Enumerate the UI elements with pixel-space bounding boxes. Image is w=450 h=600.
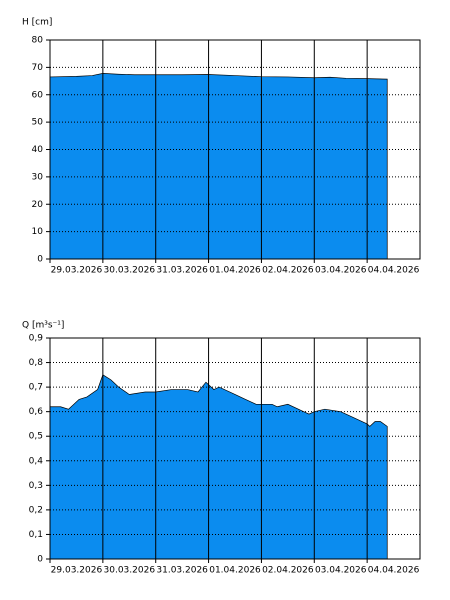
y-tick-label: 0,8 <box>29 358 44 368</box>
x-tick-label: 04.04.2026 <box>368 266 420 276</box>
y-tick-label: 0 <box>37 255 43 265</box>
y-tick-label: 0,1 <box>29 530 43 540</box>
x-tick-label: 31.03.2026 <box>156 566 208 576</box>
y-tick-label: 80 <box>32 36 44 46</box>
y-tick-label: 0,5 <box>29 432 43 442</box>
y-tick-label: 60 <box>32 90 44 100</box>
x-tick-label: 29.03.2026 <box>51 566 103 576</box>
y-axis-title: Q [m³s⁻¹] <box>22 321 64 331</box>
y-tick-label: 30 <box>32 172 44 182</box>
x-tick-label: 29.03.2026 <box>51 266 103 276</box>
x-tick-label: 30.03.2026 <box>104 266 156 276</box>
area <box>49 374 388 560</box>
plot-frame <box>49 39 421 260</box>
x-tick-label: 01.04.2026 <box>209 266 261 276</box>
y-tick-label: 0 <box>37 555 43 565</box>
x-tick-label: 30.03.2026 <box>104 566 156 576</box>
y-tick-label: 20 <box>32 200 44 210</box>
y-tick-label: 0,3 <box>29 481 43 491</box>
y-tick-label: 0,2 <box>29 505 43 515</box>
y-tick-label: 0,6 <box>29 407 44 417</box>
x-tick-label: 03.04.2026 <box>315 266 367 276</box>
y-tick-label: 70 <box>32 63 44 73</box>
y-axis-title: H [cm] <box>22 18 52 28</box>
y-tick-label: 0,9 <box>29 334 44 344</box>
area <box>49 73 388 260</box>
y-tick-label: 0,4 <box>29 456 44 466</box>
x-tick-label: 02.04.2026 <box>262 566 314 576</box>
y-tick-label: 40 <box>32 145 44 155</box>
x-tick-label: 31.03.2026 <box>156 266 208 276</box>
x-tick-label: 01.04.2026 <box>209 566 261 576</box>
y-tick-label: 50 <box>32 118 44 128</box>
y-tick-label: 10 <box>32 227 44 237</box>
x-tick-label: 03.04.2026 <box>315 566 367 576</box>
y-tick-label: 0,7 <box>29 383 43 393</box>
x-tick-label: 04.04.2026 <box>368 566 420 576</box>
plot-frame <box>49 337 421 560</box>
x-tick-label: 02.04.2026 <box>262 266 314 276</box>
